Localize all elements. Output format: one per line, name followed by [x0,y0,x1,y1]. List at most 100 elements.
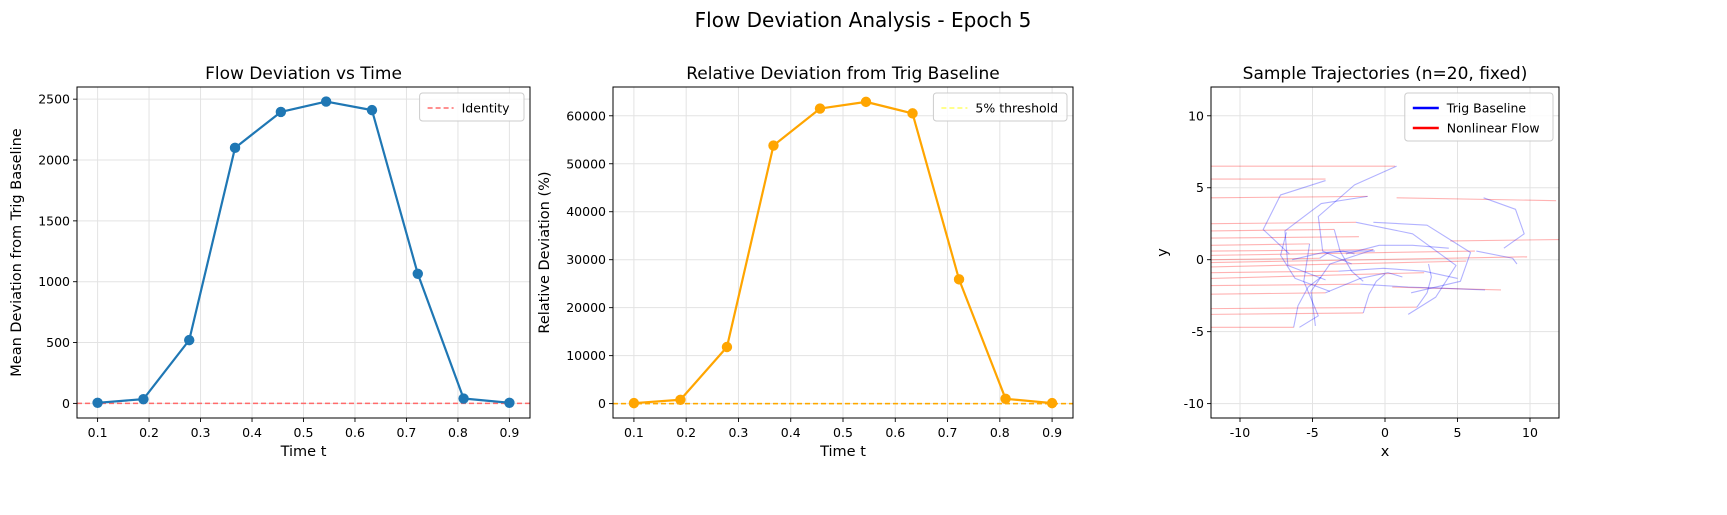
trajectory-nonlinear [1450,238,1559,242]
x-tick-label: 0.8 [448,425,468,440]
data-point [953,274,965,285]
trajectory-baseline [1310,249,1374,326]
y-tick-label: 10000 [566,348,606,363]
data-point [1000,393,1011,405]
trajectory-baseline [1284,195,1368,281]
data-point [184,334,195,346]
x-tick-label: 0.5 [294,425,314,440]
x-tick-label: 0.6 [885,425,905,440]
y-tick-label: 5 [1196,180,1204,195]
trajectory-baseline [1299,243,1319,328]
y-tick-label: 0 [1196,252,1204,267]
plot-data [613,96,1073,409]
legend: 5% threshold [932,92,1068,122]
trajectory-baseline [1319,250,1355,259]
plot-data [1211,165,1559,328]
trajectory-baseline [1317,165,1397,265]
chart-title: Flow Deviation vs Time [205,64,402,84]
y-tick-label: 30000 [566,252,606,267]
x-axis-label: Time t [280,444,327,460]
trajectory-nonlinear [1211,221,1357,225]
x-tick-label: 0.2 [676,425,696,440]
trajectory-baseline [1345,244,1449,255]
x-tick-label: 0.7 [938,425,958,440]
trajectory-nonlinear [1392,286,1502,291]
chart-panel-3: -10 -5 0 5 10 -10 -5 0 5 10 Sample Trajectories (n… [1155,64,1560,460]
chart-title: Relative Deviation from Trig Baseline [686,64,1000,84]
axes-frame [1210,86,1560,419]
trajectory-nonlinear [1211,243,1310,246]
y-tick-label: 0 [598,396,606,411]
trajectory-nonlinear [1211,236,1359,239]
trajectory-baseline [1360,283,1486,291]
x-tick-label: 5 [1454,425,1462,440]
data-point [675,394,686,405]
x-tick-label: 0.1 [88,425,108,440]
y-tick-label: 2500 [38,92,70,107]
trajectory-nonlinear [1211,270,1339,274]
y-tick-label: 500 [46,335,70,350]
trajectory-baseline [1483,197,1525,249]
data-point [504,397,515,408]
trajectory-nonlinear [1211,195,1368,199]
trajectory-nonlinear [1211,272,1425,279]
trajectory-baseline [1416,263,1432,308]
chart-panel-2: 0.1 0.2 0.3 0.4 0.5 0.6 0.7 0.8 0.9 0 10000 20000 30… [537,64,1074,460]
y-tick-label: 2000 [38,153,70,168]
y-tick-label: 40000 [566,204,606,219]
plot-data [77,96,530,408]
x-tick-label: 0.3 [191,425,211,440]
trajectory-nonlinear [1211,260,1467,268]
x-tick-label: 0.5 [833,425,853,440]
x-tick-label: 10 [1522,425,1538,440]
legend: Identity [419,92,525,122]
data-point [814,103,826,114]
y-tick-label: 1000 [38,274,70,289]
data-point [628,397,640,409]
y-axis-label: y [1155,248,1171,257]
trajectory-baseline [1333,229,1364,282]
y-tick-label: 10 [1188,108,1204,123]
data-point [907,108,918,119]
trajectory-nonlinear [1211,292,1326,295]
chart-title: Sample Trajectories (n=20, fixed) [1243,64,1528,84]
y-tick-label: 0 [62,396,70,411]
figure-suptitle: Flow Deviation Analysis - Epoch 5 [695,8,1032,32]
x-tick-label: 0.4 [781,425,801,440]
legend-box [1404,92,1554,142]
x-tick-label: 0.4 [242,425,262,440]
y-axis-label: Mean Deviation from Trig Baseline [9,128,25,377]
trajectory-baseline [1262,180,1326,255]
data-point [138,393,149,405]
trajectory-baseline [1338,267,1458,279]
trajectory-nonlinear [1211,228,1335,232]
x-tick-label: 0.1 [624,425,644,440]
trajectory-baseline [1476,250,1518,265]
y-tick-label: 60000 [566,108,606,123]
data-point [229,142,241,154]
trajectory-nonlinear [1211,257,1320,261]
trajectory-nonlinear [1396,197,1557,202]
data-point [412,268,423,279]
x-tick-label: 0.6 [345,425,365,440]
trajectory-baseline [1325,272,1403,294]
axes-frame [76,86,531,419]
data-point [1046,397,1058,409]
y-tick-label: 20000 [566,300,606,315]
trajectory-baseline [1373,221,1472,294]
trajectory-nonlinear [1211,250,1475,256]
chart-panel-1: 0.1 0.2 0.3 0.4 0.5 0.6 0.7 0.8 0.9 0 500 1000 1500 2… [9,64,531,460]
data-point [92,397,103,408]
data-point [458,393,469,404]
x-tick-label: 0.8 [990,425,1010,440]
trajectory-baseline [1293,276,1322,328]
trajectory-baseline [1280,232,1331,292]
x-tick-label: 0.2 [139,425,159,440]
x-tick-label: -10 [1230,425,1250,440]
trajectory-nonlinear [1211,249,1374,252]
legend-label: Trig Baseline [1446,101,1527,116]
x-tick-label: 0.9 [499,425,519,440]
legend-label: Identity [462,101,511,116]
trajectory-nonlinear [1211,283,1361,287]
legend-label: 5% threshold [975,101,1058,116]
